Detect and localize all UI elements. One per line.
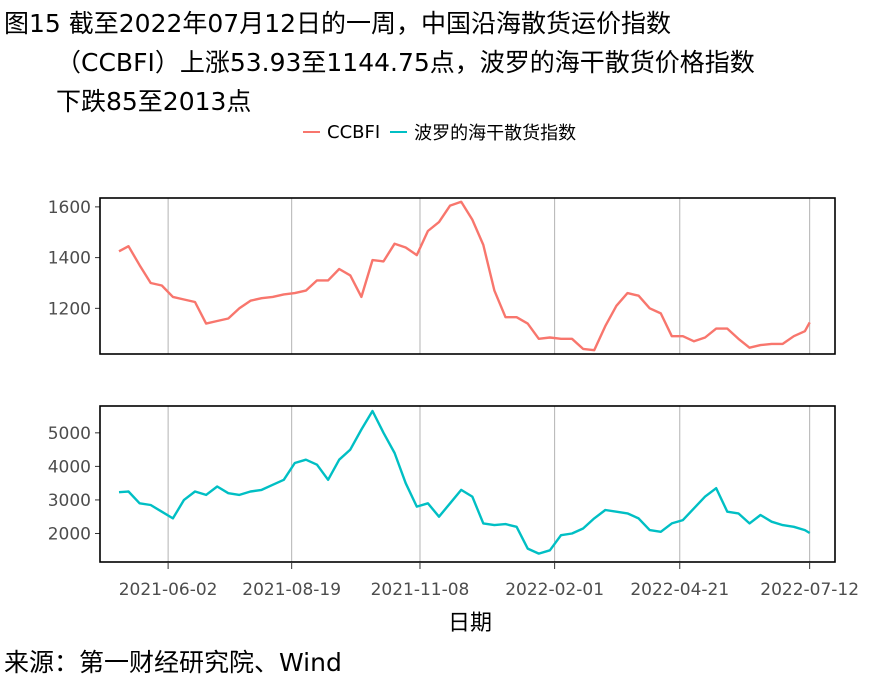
legend-label-bdi: 波罗的海干散货指数 — [414, 123, 577, 144]
ccbfi-ytick-label-0: 1200 — [48, 299, 91, 319]
title-line-3: 下跌85至2013点 — [56, 87, 252, 116]
x-tick-label-2: 2021-11-08 — [371, 580, 470, 600]
bdi-ytick-label-0: 2000 — [48, 524, 91, 544]
ccbfi-series-line — [118, 200, 811, 352]
x-tick-label-5: 2022-07-12 — [760, 580, 859, 600]
x-axis-label: 日期 — [448, 611, 492, 636]
bdi-ytick-label-1: 3000 — [48, 491, 91, 511]
legend-item-bdi: 波罗的海干散货指数 — [390, 119, 576, 145]
legend-item-ccbfi: CCBFI — [303, 122, 380, 143]
legend-swatch-bdi — [390, 131, 408, 133]
ccbfi-panel-frame — [99, 197, 836, 355]
x-axis: 2021-06-02 2021-08-19 2021-11-08 2022-02-01… — [119, 563, 859, 600]
title-line-1: 图15 截至2022年07月12日的一周，中国沿海散货运价指数 — [4, 9, 672, 38]
source-note: 来源：第一财经研究院、Wind — [4, 648, 342, 677]
bdi-ytick-label-3: 5000 — [48, 424, 91, 444]
ccbfi-ytick-label-1: 1400 — [48, 249, 91, 269]
panel-ccbfi: 1200 1400 1600 — [48, 197, 836, 355]
bdi-ytick-label-2: 4000 — [48, 457, 91, 477]
title-line-2: （CCBFI）上涨53.93至1144.75点，波罗的海干散货价格指数 — [56, 48, 755, 77]
panel-bdi: 2000 3000 4000 5000 — [48, 405, 836, 563]
chart-legend: CCBFI 波罗的海干散货指数 — [303, 119, 586, 145]
ccbfi-ytick-label-2: 1600 — [48, 198, 91, 218]
legend-label-ccbfi: CCBFI — [327, 121, 381, 143]
figure-title: 图15 截至2022年07月12日的一周，中国沿海散货运价指数 （CCBFI）上… — [4, 4, 880, 121]
x-tick-label-0: 2021-06-02 — [119, 580, 218, 600]
x-tick-label-4: 2022-04-21 — [630, 580, 729, 600]
legend-swatch-ccbfi — [303, 131, 320, 133]
bdi-panel-frame — [99, 405, 836, 563]
x-tick-label-3: 2022-02-01 — [505, 580, 604, 600]
bdi-series-line — [118, 409, 811, 555]
x-tick-label-1: 2021-08-19 — [242, 580, 341, 600]
